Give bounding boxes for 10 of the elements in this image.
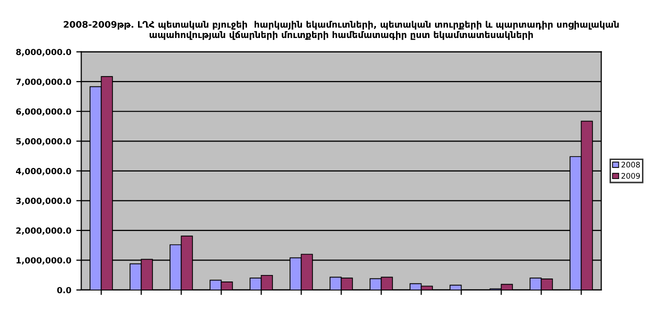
y-tick-label: 0.0 bbox=[57, 286, 72, 294]
y-tick-label: 3,000,000.0 bbox=[16, 198, 72, 206]
y-tick-label: 4,000,000.0 bbox=[16, 168, 72, 176]
y-tick-label: 8,000,000.0 bbox=[16, 48, 72, 56]
y-tick-label: 2,000,000.0 bbox=[16, 227, 72, 235]
chart-title: 2008-2009թթ. ԼՂՀ պետական բյուջեի հարկային եկամուտների, պետական տուրքերի և պարտադիր սոցիալական ապահովության վճարների մուտքերի համեմատագիր ըստ եկամտատեսակների bbox=[64, 20, 619, 40]
y-tick-label: 1,000,000.0 bbox=[16, 257, 72, 265]
y-tick-label: 7,000,000.0 bbox=[16, 78, 72, 86]
y-tick-label: 5,000,000.0 bbox=[16, 138, 72, 146]
y-tick-label: 6,000,000.0 bbox=[16, 108, 72, 116]
